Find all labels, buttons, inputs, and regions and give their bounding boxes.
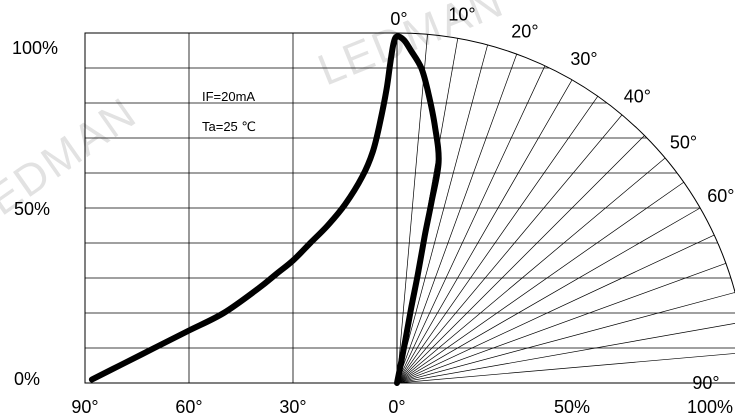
grid — [84, 32, 398, 384]
polar-grid — [396, 32, 735, 384]
polar-spoke — [396, 234, 715, 384]
polar-spoke — [396, 135, 645, 384]
angle-label: 0° — [390, 9, 407, 29]
angle-label: 20° — [511, 22, 538, 42]
polar-spoke — [396, 157, 666, 384]
angle-label: 40° — [624, 86, 651, 106]
polar-spoke — [396, 44, 488, 384]
polar-spoke — [396, 292, 735, 384]
annotation: IF=20mA Ta=25 ℃ — [202, 89, 256, 134]
polar-spoke — [396, 53, 518, 384]
annotation-line-2: Ta=25 ℃ — [202, 119, 256, 134]
radial-tick-label: 100% — [687, 397, 733, 417]
polar-spoke — [396, 181, 684, 384]
angle-label: 90° — [692, 373, 719, 393]
polar-spoke — [396, 96, 599, 384]
angle-label: 60° — [707, 186, 734, 206]
angle-label: 30° — [570, 49, 597, 69]
intensity-curve — [88, 33, 442, 386]
y-tick-label: 0% — [14, 369, 40, 389]
angle-label: 10° — [448, 5, 475, 25]
polar-spoke — [396, 65, 546, 384]
polar-spoke — [396, 34, 428, 384]
x-tick-label: 60° — [175, 397, 202, 417]
polar-spoke — [396, 353, 735, 384]
x-tick-label: 30° — [279, 397, 306, 417]
polar-spoke — [396, 114, 623, 384]
polar-spoke — [396, 207, 701, 384]
polar-spoke — [396, 262, 727, 384]
radial-tick-label: 50% — [554, 397, 590, 417]
polar-spoke — [396, 79, 573, 384]
labels: 100% 50% 0% 90° 60° 30° 0° 50% 100% 0° 10° 20° 30° 40… — [12, 5, 735, 417]
y-tick-label: 100% — [12, 38, 58, 58]
y-tick-label: 50% — [14, 199, 50, 219]
x-tick-label: 90° — [71, 397, 98, 417]
x-tick-label: 0° — [388, 397, 405, 417]
angle-label: 50° — [670, 133, 697, 153]
curve-layer — [88, 33, 442, 386]
annotation-line-1: IF=20mA — [202, 89, 255, 104]
polar-spoke — [396, 323, 735, 384]
